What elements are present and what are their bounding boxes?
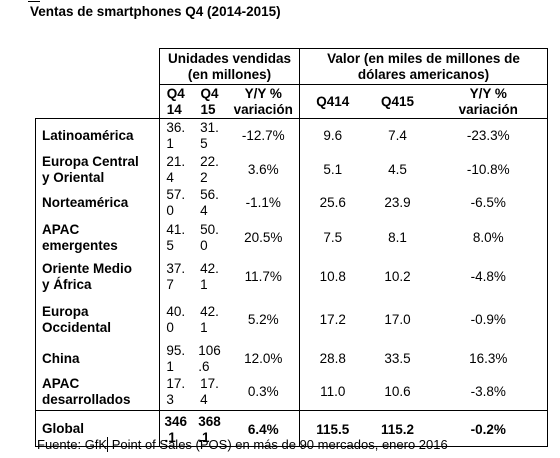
units-q414-cell: 40. 0 [159, 296, 192, 343]
total-region-label: Global [35, 410, 160, 447]
total-units-q414: 346.1 [159, 410, 192, 447]
value-yoy-cell: -0.9% [429, 296, 549, 343]
table-row: APAC emergentes 41. 5 50. 0 20.5% 7.5 8.1 8.0% [35, 218, 549, 257]
value-q415-cell: 17.0 [384, 311, 411, 327]
units-yoy-cell: 11.7% [244, 268, 282, 284]
group-header-row: Unidades vendidas (en millones) Valor (e… [36, 48, 549, 85]
units-yoy-cell: 3.6% [247, 161, 279, 177]
table-row: Latinoamérica 36. 1 31. 5 -12.7% 9.6 7.4 -23.3% [35, 118, 549, 153]
region-label: Europa Occidental [35, 296, 160, 343]
total-value-q414: 115.5 [299, 410, 366, 447]
value-yoy-cell: -6.5% [429, 186, 549, 219]
region-label: Oriente Medio y África [35, 256, 160, 297]
table-row: Europa Occidental 40. 0 42. 1 5.2% 17.2 17.0 -0.9… [35, 296, 549, 343]
units-yoy-cell: 5.2% [247, 311, 279, 327]
value-q414-cell: 25.6 [299, 186, 366, 219]
units-q414-cell: 21. 4 [159, 152, 192, 187]
units-q415-cell: 56. 4 [200, 186, 219, 218]
source-note: Fuente: GfK Point of Sales (POS) en más … [37, 437, 448, 452]
units-q415-cell: 31. 5 [200, 119, 219, 151]
value-q414-cell: 10.8 [299, 256, 366, 297]
units-yoy-cell: 20.5% [244, 229, 283, 245]
units-q415-cell: 106.6 [198, 342, 221, 374]
units-q414-cell: 36. 1 [159, 118, 192, 153]
region-label: APAC emergentes [35, 218, 160, 257]
total-row: Global 346.1 368.1 6.4% 115.5 115.2 -0.2… [35, 410, 549, 447]
units-q415-cell: 50. 0 [200, 221, 219, 253]
region-label: Europa Central y Oriental [35, 152, 160, 187]
units-q414-header: Q4 14 [159, 84, 192, 119]
document-title: Ventas de smartphones Q4 (2014-2015) [30, 4, 281, 19]
value-q415-cell: 10.6 [384, 384, 411, 400]
source-text-start: Fuente: GfK [37, 437, 108, 452]
value-q414-cell: 7.5 [299, 218, 366, 257]
value-q414-cell: 17.2 [299, 296, 366, 343]
total-value-q415: 115.2 [365, 410, 430, 447]
units-group-header: Unidades vendidas (en millones) [158, 48, 300, 85]
value-q415-cell: 7.4 [388, 127, 407, 143]
value-q415-cell: 33.5 [384, 350, 411, 366]
region-label: Latinoamérica [35, 118, 160, 153]
value-yoy-cell: -23.3% [429, 118, 549, 153]
sales-table: Unidades vendidas (en millones) Valor (e… [35, 48, 549, 447]
value-q415-cell: 8.1 [388, 229, 407, 245]
value-q414-cell: 28.8 [299, 342, 366, 375]
units-yoy-header: Y/Y % variación [227, 84, 300, 119]
units-q415-cell: 42. 1 [200, 303, 219, 335]
units-q415-cell: 17. 4 [200, 376, 219, 408]
table-row: Europa Central y Oriental 21. 4 22. 2 3.6% 5.1 4… [35, 152, 549, 187]
value-q414-cell: 11.0 [299, 374, 366, 411]
units-yoy-cell: 12.0% [244, 350, 283, 366]
header-corner-cell [36, 49, 160, 85]
units-q415-cell: 42. 1 [200, 260, 219, 292]
region-label: APAC desarrollados [35, 374, 160, 411]
total-units-q415: 368.1 [191, 410, 228, 447]
units-yoy-cell: -1.1% [245, 194, 281, 210]
units-q414-cell: 95. 1 [159, 342, 192, 375]
value-q415-cell: 4.5 [388, 161, 407, 177]
units-q414-cell: 57. 0 [159, 186, 192, 219]
table-row: China 95. 1 106.6 12.0% 28.8 33.5 16.3% [35, 342, 549, 375]
region-label: China [35, 342, 160, 375]
data-rows: Latinoamérica 36. 1 31. 5 -12.7% 9.6 7.4 -23.3% E… [35, 118, 549, 411]
units-q414-cell: 41. 5 [159, 218, 192, 257]
value-q414-cell: 9.6 [299, 118, 366, 153]
units-q414-cell: 37. 7 [159, 256, 192, 297]
table-row: Norteamérica 57. 0 56. 4 -1.1% 25.6 23.9 -6.5% [35, 186, 549, 219]
total-units-yoy: 6.4% [227, 410, 300, 447]
region-label: Norteamérica [35, 186, 160, 219]
table-row: Oriente Medio y África 37. 7 42. 1 11.7% 10.8 10… [35, 256, 549, 297]
units-q415-cell: 22. 2 [200, 153, 219, 185]
units-yoy-cell: -12.7% [241, 127, 285, 143]
value-yoy-cell: 16.3% [429, 342, 549, 375]
units-q414-cell: 17. 3 [159, 374, 192, 411]
value-q415-cell: 10.2 [384, 268, 411, 284]
sub-header-row: Q4 14 Q4 15 Y/Y % variación Q414 Q415 Y/Y %… [35, 84, 549, 119]
units-q415-header: Q4 15 [191, 84, 228, 119]
region-header-cell [35, 84, 160, 119]
corner-mark [28, 1, 40, 2]
value-q414-cell: 5.1 [299, 152, 366, 187]
value-group-header: Valor (en miles de millones de dólares a… [299, 48, 549, 85]
value-yoy-header: Y/Y % variación [429, 84, 549, 119]
text-cursor [107, 437, 109, 452]
value-yoy-cell: -3.8% [429, 374, 549, 411]
table-row: APAC desarrollados 17. 3 17. 4 0.3% 11.0 10.6 -3.… [35, 374, 549, 411]
value-q415-header: Q415 [365, 84, 430, 119]
total-value-yoy: -0.2% [429, 410, 549, 447]
value-yoy-cell: -10.8% [429, 152, 549, 187]
value-yoy-cell: 8.0% [429, 218, 549, 257]
value-yoy-cell: -4.8% [429, 256, 549, 297]
units-yoy-cell: 0.3% [247, 384, 279, 400]
value-q415-cell: 23.9 [384, 194, 411, 210]
source-text-end: Point of Sales (POS) en más de 90 mercad… [108, 437, 448, 452]
value-q414-header: Q414 [299, 84, 366, 119]
